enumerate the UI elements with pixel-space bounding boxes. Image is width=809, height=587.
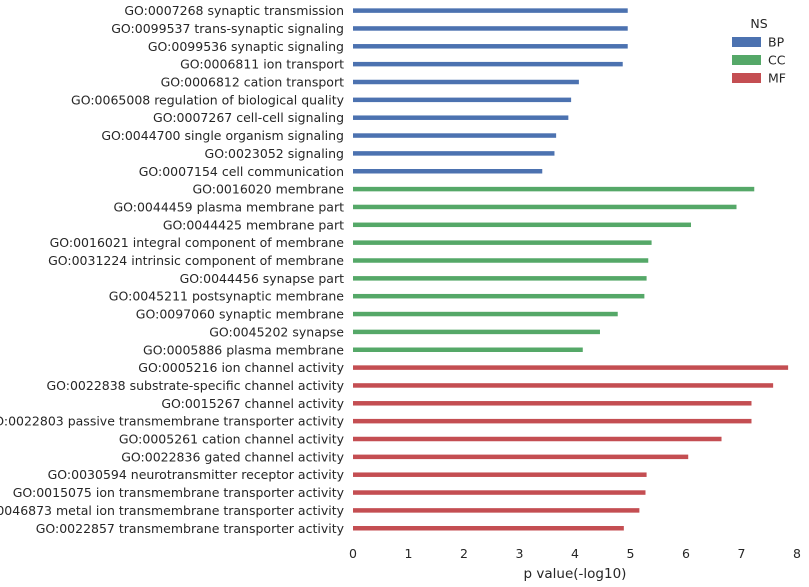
category-label: GO:0022836 gated channel activity: [121, 449, 344, 464]
bar-cc-15: [353, 276, 647, 281]
category-label: GO:0046873 metal ion transmembrane trans…: [0, 503, 345, 518]
bar-mf-24: [353, 436, 722, 442]
bar-bp-2: [353, 44, 628, 49]
category-label: GO:0022803 passive transmembrane transpo…: [0, 414, 345, 429]
category-label: GO:0005261 cation channel activity: [119, 432, 345, 447]
category-label: GO:0022857 transmembrane transporter act…: [36, 521, 345, 536]
bar-mf-22: [353, 401, 752, 406]
bar-cc-19: [353, 347, 583, 352]
x-tick-label: 4: [571, 546, 579, 561]
x-tick-label: 6: [682, 546, 690, 561]
bar-mf-20: [353, 365, 789, 370]
bar-bp-1: [353, 26, 628, 31]
category-label: GO:0030594 neurotransmitter receptor act…: [48, 467, 345, 482]
category-label: GO:0045202 synapse: [209, 324, 344, 339]
legend: NS BP CC MF: [732, 16, 786, 86]
x-axis-title: p value(-log10): [524, 566, 627, 582]
bar-mf-29: [353, 526, 624, 531]
x-tick-label: 5: [627, 546, 635, 561]
category-label: GO:0044456 synapse part: [180, 271, 344, 286]
bar-cc-16: [353, 293, 645, 299]
category-label: GO:0022838 substrate-specific channel ac…: [46, 378, 344, 393]
category-label: GO:0007267 cell-cell signaling: [153, 110, 344, 125]
x-tick-label: 3: [516, 546, 524, 561]
bar-cc-17: [353, 311, 618, 317]
x-axis-ticks: 0 1 2 3 4 5 6 7 8: [349, 546, 801, 561]
x-tick-label: 0: [349, 546, 357, 561]
legend-swatch-cc: [732, 55, 761, 65]
bar-mf-25: [353, 454, 689, 460]
category-labels: GO:0007268 synaptic transmission GO:00995…: [0, 3, 345, 536]
category-label: GO:0007268 synaptic transmission: [124, 3, 344, 18]
category-label: GO:0065008 regulation of biological qual…: [71, 92, 345, 107]
legend-swatch-mf: [732, 73, 761, 83]
category-label: GO:0044459 plasma membrane part: [113, 199, 344, 214]
bar-cc-12: [353, 222, 691, 228]
legend-title: NS: [750, 16, 767, 31]
legend-swatch-bp: [732, 37, 761, 47]
category-label: GO:0099537 trans-synaptic signaling: [111, 21, 344, 36]
bar-bp-3: [353, 61, 623, 67]
x-tick-label: 1: [405, 546, 413, 561]
bar-bp-4: [353, 79, 579, 85]
legend-label-mf: MF: [768, 71, 786, 86]
bar-bp-9: [353, 169, 543, 174]
category-label: GO:0044425 membrane part: [163, 217, 344, 232]
category-label: GO:0016020 membrane: [192, 182, 344, 197]
category-label: GO:0006812 cation transport: [161, 75, 344, 90]
x-tick-label: 7: [738, 546, 746, 561]
bar-mf-21: [353, 383, 774, 388]
bar-cc-18: [353, 329, 600, 335]
category-label: GO:0099536 synaptic signaling: [148, 39, 344, 54]
category-label: GO:0005216 ion channel activity: [138, 360, 344, 375]
category-label: GO:0097060 synaptic membrane: [136, 307, 345, 322]
category-label: GO:0015075 ion transmembrane transporter…: [13, 485, 345, 500]
bar-cc-14: [353, 258, 649, 263]
bar-bp-7: [353, 133, 557, 138]
bar-cc-13: [353, 240, 652, 245]
bar-bp-5: [353, 97, 572, 103]
legend-label-bp: BP: [768, 35, 785, 50]
bar-bp-8: [353, 151, 555, 156]
x-tick-label: 2: [460, 546, 468, 561]
bar-cc-11: [353, 204, 737, 210]
category-label: GO:0007154 cell communication: [139, 164, 344, 179]
bar-bp-6: [353, 115, 569, 120]
bars: [353, 8, 789, 531]
legend-label-cc: CC: [768, 53, 786, 68]
category-label: GO:0031224 intrinsic component of membra…: [48, 253, 344, 268]
x-tick-label: 8: [793, 546, 801, 561]
bar-mf-27: [353, 490, 646, 495]
bar-mf-26: [353, 472, 647, 477]
category-label: GO:0016021 integral component of membran…: [50, 235, 345, 250]
category-label: GO:0006811 ion transport: [180, 57, 344, 72]
bar-bp-0: [353, 8, 628, 13]
bar-mf-28: [353, 508, 640, 513]
bar-cc-10: [353, 186, 755, 192]
category-label: GO:0023052 signaling: [205, 146, 344, 161]
category-label: GO:0044700 single organism signaling: [101, 128, 344, 143]
bar-mf-23: [353, 418, 752, 424]
category-label: GO:0045211 postsynaptic membrane: [109, 289, 345, 304]
category-label: GO:0005886 plasma membrane: [143, 342, 344, 357]
category-label: GO:0015267 channel activity: [161, 396, 344, 411]
